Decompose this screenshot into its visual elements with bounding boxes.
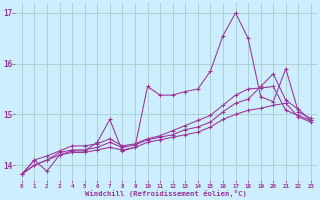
X-axis label: Windchill (Refroidissement éolien,°C): Windchill (Refroidissement éolien,°C) [85,190,247,197]
